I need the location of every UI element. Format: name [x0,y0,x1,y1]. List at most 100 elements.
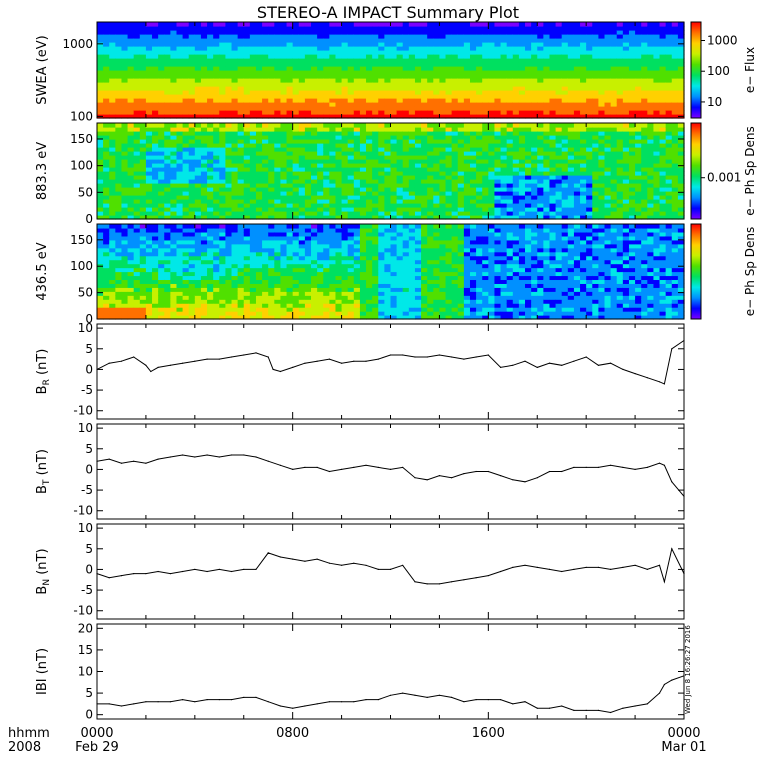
pad883-cell [469,155,477,160]
pad883-cell [628,195,636,200]
pad436-cell [103,227,110,233]
pad883-cell [518,123,526,128]
swea-cell [561,110,569,115]
pad883-cell [622,131,630,136]
pad883-cell [616,215,624,220]
pad883-cell [414,127,422,132]
swea-cell [390,62,398,67]
swea-cell [647,26,655,31]
swea-cell [573,30,581,35]
swea-cell [677,54,685,59]
swea-cell [525,70,532,75]
swea-cell [433,86,441,91]
pad436-cell [115,295,123,300]
swea-cell [384,78,392,83]
pad883-cell [525,203,532,208]
swea-cell [469,66,477,71]
swea-cell [194,106,202,111]
pad883-cell [292,151,300,156]
swea-cell [115,94,123,99]
pad883-cell [451,147,459,152]
swea-cell [598,26,606,31]
pad883-cell [445,215,453,220]
pad883-cell [170,203,178,208]
pad883-cell [200,195,208,200]
swea-cell [323,30,330,35]
pad883-cell [133,215,141,220]
pad883-cell [304,155,312,160]
pad883-cell [549,195,557,200]
swea-cell [659,30,667,35]
swea-cell [304,22,312,27]
pad883-cell [152,163,159,168]
swea-cell [580,78,587,83]
pad883-cell [194,127,202,132]
pad883-cell [225,151,233,156]
pad883-cell [213,159,220,164]
swea-cell [635,62,642,67]
pad436-cell [145,224,153,229]
pad883-cell [525,199,532,204]
pad883-cell [659,179,667,184]
swea-cell [268,42,275,47]
pad436-cell [133,303,141,308]
swea-cell [304,106,312,111]
pad883-cell [335,143,343,148]
pad883-cell [384,195,392,200]
swea-cell [249,70,257,75]
pad883-cell [127,131,135,136]
pad883-cell [219,215,226,220]
pad883-cell [414,155,422,160]
pad883-cell [213,207,220,212]
swea-cell [457,62,465,67]
pad883-cell [439,139,447,144]
pad883-cell [115,187,123,192]
swea-cell [359,94,367,99]
pad883-cell [598,123,606,128]
pad883-cell [561,127,569,132]
pad883-cell [225,155,233,160]
swea-cell [427,74,434,79]
swea-cell [506,42,514,47]
swea-cell [451,50,459,55]
pad883-cell [476,207,483,212]
pad883-cell [653,187,661,192]
pad883-cell [366,203,373,208]
pad883-cell [555,199,563,204]
pad883-cell [598,179,606,184]
pad883-cell [616,211,624,216]
swea-cell [665,102,673,107]
swea-cell [121,46,129,51]
swea-cell [421,46,428,51]
pad883-cell [317,135,324,140]
swea-cell [280,70,288,75]
swea-cell [531,106,538,111]
pad883-cell [286,171,294,176]
swea-cell [635,106,642,111]
pad883-cell [494,139,502,144]
swea-cell [152,38,159,43]
swea-cell [249,38,257,43]
swea-cell [500,26,508,31]
swea-cell [231,62,239,67]
pad883-cell [280,163,288,168]
pad883-cell [635,183,642,188]
pad883-cell [255,215,263,220]
pad883-cell [280,191,288,196]
pad883-cell [347,199,355,204]
pad883-cell [433,127,441,132]
pad883-cell [433,187,441,192]
swea-cell [531,30,538,35]
swea-cell [366,42,373,47]
swea-cell [500,98,508,103]
swea-cell [604,74,612,79]
pad883-cell [580,171,587,176]
pad436-cell [158,247,165,253]
swea-cell [378,58,385,63]
pad883-cell [97,155,104,160]
pad883-cell [647,203,655,208]
swea-cell [445,102,453,107]
swea-cell [469,22,477,27]
pad883-cell [598,127,606,132]
pad436-cell [176,255,184,261]
